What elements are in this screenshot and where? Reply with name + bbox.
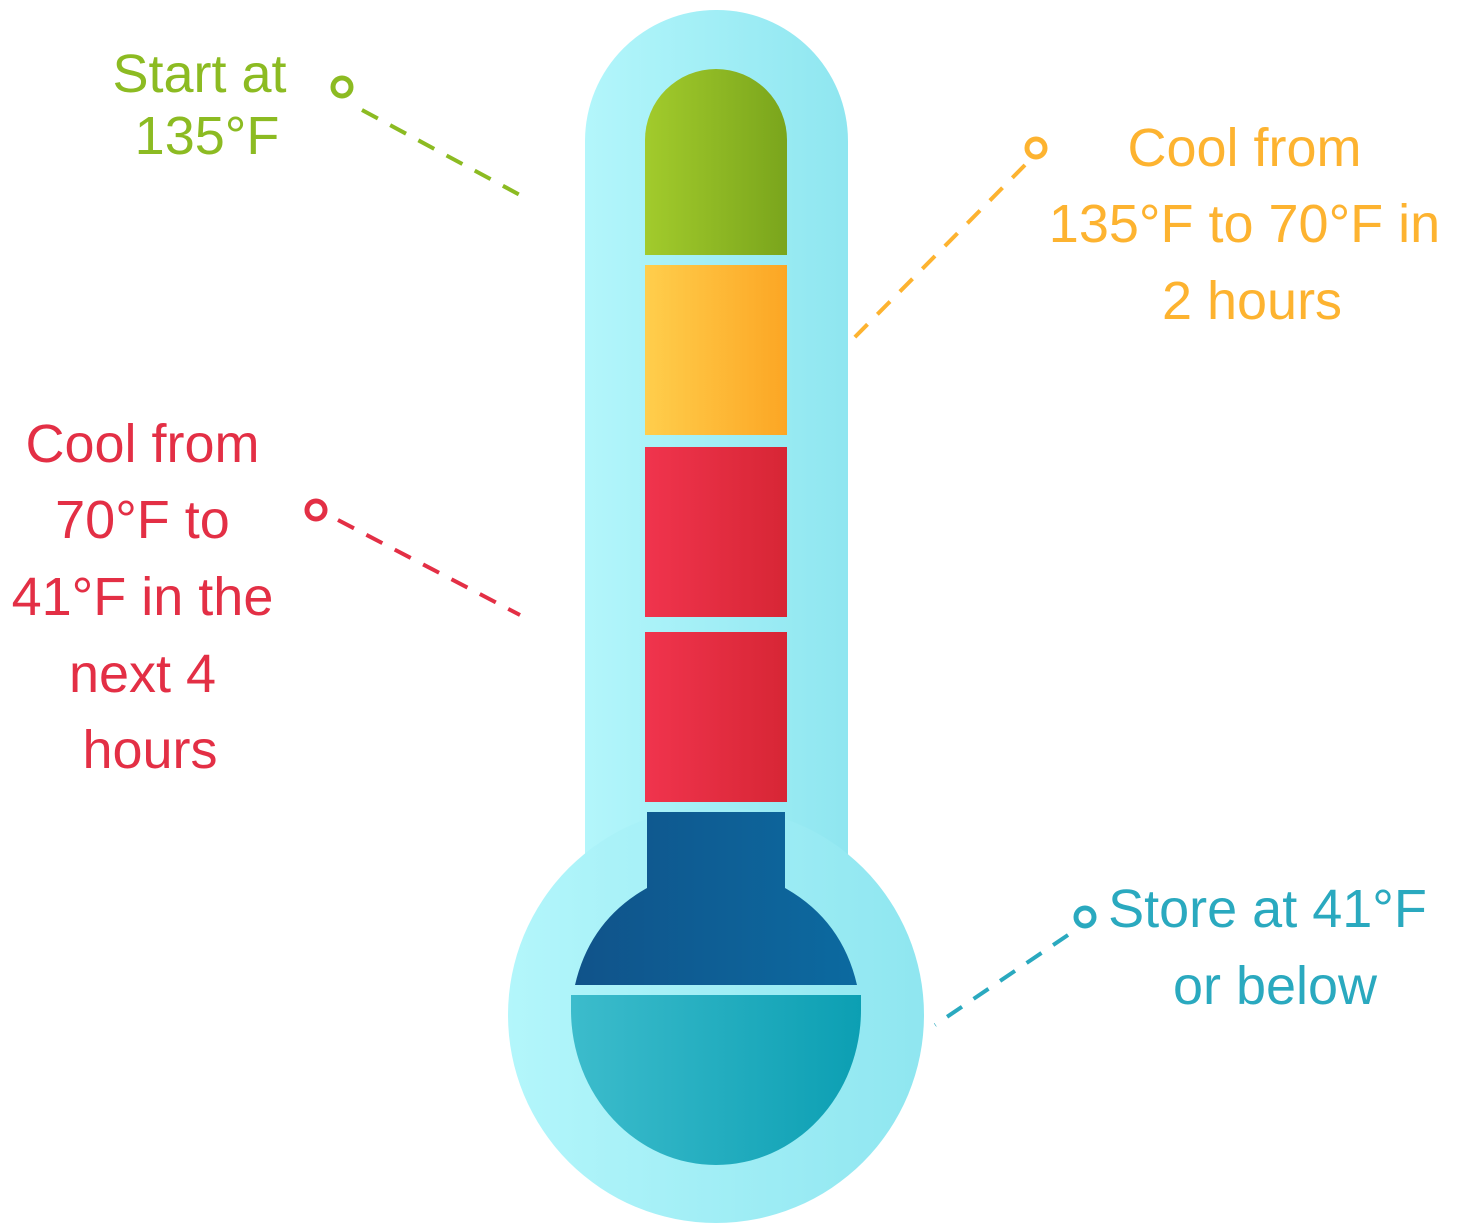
label-line: Start at (112, 44, 286, 104)
label-line: 2 hours (1162, 271, 1342, 331)
label-start: Start at 135°F (112, 44, 301, 166)
label-line: Cool from (1127, 118, 1361, 178)
label-line: 135°F (135, 106, 280, 166)
label-line: next 4 (69, 644, 216, 704)
red-segment (645, 632, 787, 802)
label-line: Cool from (25, 414, 259, 474)
label-line: hours (82, 720, 217, 780)
connector-line (337, 518, 521, 617)
teal-segment (571, 995, 861, 1165)
connector-dot (1073, 905, 1097, 929)
connector-line (933, 933, 1070, 1027)
thermometer (508, 10, 924, 1223)
connector-dot (330, 75, 354, 99)
red-segment (645, 447, 787, 617)
label-line: 41°F in the (12, 567, 274, 627)
connectors (304, 75, 1097, 1027)
orange-segment (645, 265, 787, 435)
connector-line (361, 108, 521, 197)
label-line: or below (1173, 956, 1378, 1016)
blue-segment (575, 812, 857, 985)
label-line: Store at 41°F (1108, 879, 1427, 939)
connector-line (850, 163, 1027, 342)
label-cool-first: Cool from 135°F to 70°F in 2 hours (1049, 118, 1455, 331)
label-cool-second: Cool from 70°F to 41°F in the next 4 hou… (12, 414, 289, 780)
label-line: 135°F to 70°F in (1049, 194, 1440, 254)
label-line: 70°F to (55, 490, 230, 550)
label-store: Store at 41°F or below (1108, 879, 1442, 1016)
green-segment (645, 69, 787, 255)
connector-dot (304, 498, 328, 522)
connector-dot (1024, 136, 1048, 160)
